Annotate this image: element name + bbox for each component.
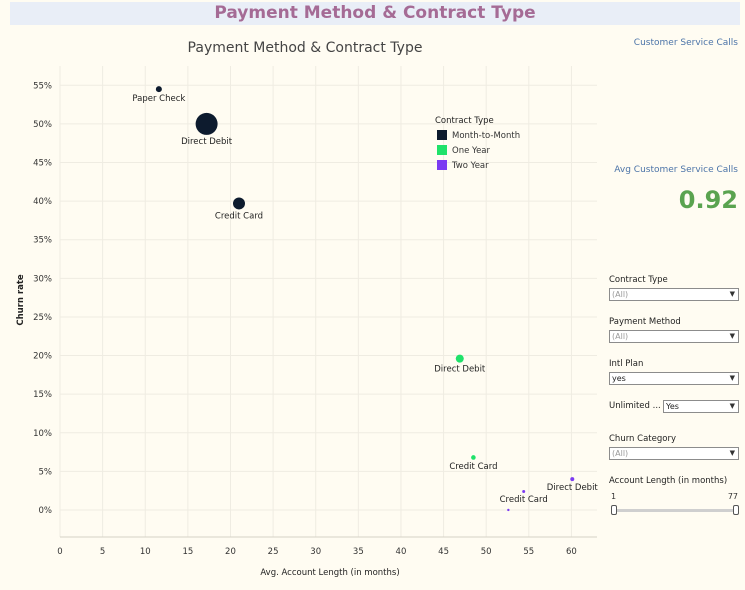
account-length-label: Account Length (in months) xyxy=(609,476,728,486)
unlimited-label: Unlimited ... xyxy=(609,401,661,411)
account-length-max-handle[interactable] xyxy=(733,505,739,515)
y-tick-label: 15% xyxy=(33,390,52,400)
legend-item-label: One Year xyxy=(452,146,491,156)
scatter-chart: Payment Method & Contract Type 0 5 10 15 20 2… xyxy=(16,40,599,578)
chart-grid xyxy=(59,66,597,538)
x-tick-label: 15 xyxy=(182,547,193,557)
x-tick-label: 25 xyxy=(268,547,279,557)
chevron-down-icon: ▼ xyxy=(729,449,735,457)
legend-swatch xyxy=(437,130,447,140)
data-label: Credit Card xyxy=(449,462,497,472)
legend-title: Contract Type xyxy=(435,116,494,126)
x-tick-label: 55 xyxy=(523,547,534,557)
intl-plan-label: Intl Plan xyxy=(609,359,644,369)
payment-method-value: (All) xyxy=(612,332,629,341)
churn-category-select[interactable]: (All) ▼ xyxy=(609,447,739,460)
data-points: Paper Check Direct Debit Credit Card Direct… xyxy=(132,86,599,512)
legend-swatch xyxy=(437,160,447,170)
chart-title: Payment Method & Contract Type xyxy=(188,40,423,56)
y-tick-label: 30% xyxy=(33,274,52,284)
chevron-down-icon: ▼ xyxy=(729,332,735,340)
y-tick-label: 50% xyxy=(33,120,52,130)
data-point xyxy=(522,489,526,493)
kpi-value: 0.92 xyxy=(678,186,738,214)
contract-type-value: (All) xyxy=(612,290,629,299)
legend-item-label: Two Year xyxy=(451,161,489,171)
x-tick-label: 35 xyxy=(353,547,364,557)
x-axis-label: Avg. Account Length (in months) xyxy=(260,568,399,578)
x-tick-label: 10 xyxy=(140,547,151,557)
account-length-slider-track[interactable] xyxy=(613,509,739,512)
customer-service-calls-title[interactable]: Customer Service Calls xyxy=(633,38,738,48)
intl-plan-value: yes xyxy=(612,374,626,383)
y-tick-label: 20% xyxy=(33,352,52,362)
data-point xyxy=(455,354,464,363)
data-point xyxy=(507,508,510,512)
chart-legend: Contract Type Month-to-Month One Year Two … xyxy=(435,116,520,171)
payment-method-select[interactable]: (All) ▼ xyxy=(609,330,739,343)
data-point xyxy=(195,112,218,135)
churn-category-label: Churn Category xyxy=(609,434,676,444)
x-tick-label: 40 xyxy=(396,547,407,557)
account-length-min-handle[interactable] xyxy=(611,505,617,515)
y-tick-label: 40% xyxy=(33,197,52,207)
y-tick-label: 25% xyxy=(33,313,52,323)
y-tick-label: 5% xyxy=(39,467,53,477)
account-length-max: 77 xyxy=(727,492,738,501)
y-tick-label: 0% xyxy=(39,506,53,516)
y-tick-label: 10% xyxy=(33,429,52,439)
x-tick-label: 0 xyxy=(57,547,62,557)
data-label: Paper Check xyxy=(132,94,185,104)
x-tick-label: 30 xyxy=(310,547,321,557)
data-point xyxy=(471,455,476,460)
intl-plan-select[interactable]: yes ▼ xyxy=(609,372,739,385)
data-point xyxy=(155,86,162,93)
x-tick-label: 60 xyxy=(566,547,577,557)
y-tick-label: 35% xyxy=(33,236,52,246)
data-label: Credit Card xyxy=(500,495,548,505)
data-label: Direct Debit xyxy=(181,137,233,147)
dashboard-header: Payment Method & Contract Type xyxy=(10,2,740,25)
kpi-title: Avg Customer Service Calls xyxy=(614,165,738,175)
x-tick-label: 50 xyxy=(481,547,492,557)
dashboard-title: Payment Method & Contract Type xyxy=(214,3,536,23)
legend-swatch xyxy=(437,145,447,155)
x-tick-label: 20 xyxy=(225,547,236,557)
data-point xyxy=(233,197,245,210)
x-tick-label: 5 xyxy=(100,547,105,557)
y-axis-label: Churn rate xyxy=(16,274,26,326)
chevron-down-icon: ▼ xyxy=(729,402,735,410)
axis-ticks: 0 5 10 15 20 25 30 35 40 45 50 55 60 0% 5% 10% 15% 20% 25%… xyxy=(33,81,577,557)
unlimited-value: Yes xyxy=(666,402,679,411)
unlimited-select[interactable]: Yes ▼ xyxy=(663,400,739,413)
data-label: Direct Debit xyxy=(434,365,486,375)
data-label: Direct Debit xyxy=(547,483,599,493)
chevron-down-icon: ▼ xyxy=(729,290,735,298)
y-tick-label: 45% xyxy=(33,159,52,169)
account-length-min: 1 xyxy=(611,492,617,501)
contract-type-label: Contract Type xyxy=(609,275,668,285)
payment-method-label: Payment Method xyxy=(609,317,681,327)
contract-type-select[interactable]: (All) ▼ xyxy=(609,288,739,301)
y-tick-label: 55% xyxy=(33,81,52,91)
legend-item-label: Month-to-Month xyxy=(452,131,520,141)
chevron-down-icon: ▼ xyxy=(729,374,735,382)
churn-category-value: (All) xyxy=(612,449,629,458)
x-tick-label: 45 xyxy=(438,547,449,557)
data-point xyxy=(570,477,575,482)
data-label: Credit Card xyxy=(215,211,263,221)
